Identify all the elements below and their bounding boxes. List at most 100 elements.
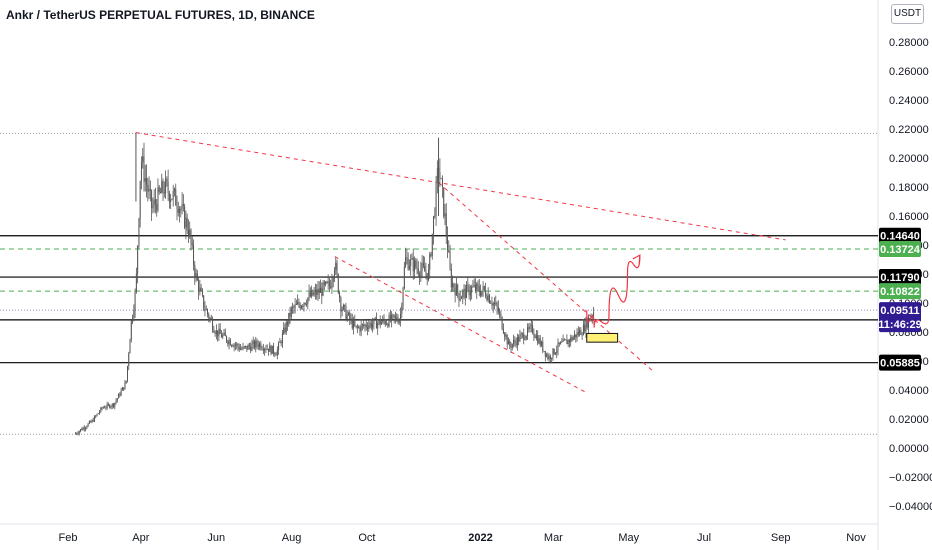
candle-body xyxy=(175,188,177,206)
time-axis[interactable]: Feb Apr Jun Aug Oct 2022 Mar May Jul Sep Nov xyxy=(59,532,867,544)
candle-body xyxy=(527,327,529,337)
candle-body xyxy=(509,341,511,347)
candle-body xyxy=(253,341,255,348)
candle-body xyxy=(506,335,508,345)
candle-body xyxy=(107,404,109,405)
trendline-0[interactable] xyxy=(135,132,786,241)
candle-body xyxy=(113,403,115,407)
candle-body xyxy=(194,264,196,277)
candle-body xyxy=(240,348,242,350)
candle-body xyxy=(328,281,330,287)
plot-area[interactable] xyxy=(0,0,879,550)
candle-body xyxy=(379,319,381,325)
candle-body xyxy=(129,339,131,354)
candle-body xyxy=(483,286,485,290)
candle-body xyxy=(323,282,325,285)
projection-arrow[interactable] xyxy=(586,255,641,328)
price-tick-label: 0.00000 xyxy=(889,443,929,455)
candle-body xyxy=(259,343,261,347)
candle-body xyxy=(392,314,394,316)
candle-body xyxy=(206,309,208,315)
candle-body xyxy=(146,178,148,185)
candle-body xyxy=(481,290,483,296)
candle-body xyxy=(181,204,183,210)
candle-body xyxy=(587,318,589,328)
candle-body xyxy=(439,172,441,179)
candle-body xyxy=(266,348,268,350)
candle-body xyxy=(359,327,361,332)
candle-body xyxy=(200,287,202,291)
candle-body xyxy=(120,390,122,396)
candle-body xyxy=(563,339,565,341)
price-tick-label: 0.18000 xyxy=(889,182,929,194)
candle-body xyxy=(264,348,266,351)
candle-body xyxy=(574,334,576,338)
candle-body xyxy=(368,325,370,330)
level-badge-3-text: 0.05885 xyxy=(880,358,920,370)
time-tick-label: Jul xyxy=(697,532,711,544)
candle-body xyxy=(474,285,476,291)
candle-body xyxy=(204,308,206,311)
candle-body xyxy=(119,394,121,396)
candle-body xyxy=(459,298,461,301)
candle-body xyxy=(97,413,99,415)
candle-body xyxy=(190,229,192,243)
candle-body xyxy=(525,336,527,339)
currency-button[interactable]: USDT xyxy=(891,4,924,24)
candle-body xyxy=(156,203,158,211)
candle-body xyxy=(422,263,424,267)
candle-body xyxy=(585,319,587,332)
candle-body xyxy=(571,337,573,341)
candle-body xyxy=(308,292,310,298)
candle-body xyxy=(350,318,352,320)
candle-body xyxy=(143,156,145,182)
candle-body xyxy=(521,333,523,335)
symbol-title: Ankr / TetherUS PERPETUAL FUTURES, 1D, B… xyxy=(6,8,315,22)
candle-body xyxy=(478,286,480,292)
candle-body xyxy=(326,281,328,283)
candle-body xyxy=(231,345,233,347)
candle-body xyxy=(356,326,358,328)
candle-body xyxy=(516,336,518,346)
candle-body xyxy=(335,262,337,271)
candle-body xyxy=(463,288,465,292)
price-axis[interactable]: 0.28000 0.26000 0.24000 0.22000 0.20000 0.180… xyxy=(878,37,932,513)
candle-body xyxy=(74,433,76,435)
candle-body xyxy=(400,313,402,320)
candle-body xyxy=(466,284,468,298)
candle-body xyxy=(382,318,384,323)
candle-body xyxy=(270,345,272,354)
highlight-box[interactable] xyxy=(586,332,619,343)
candle-body xyxy=(373,318,375,325)
current-price-badge-bg xyxy=(879,302,921,333)
candle-body xyxy=(449,251,451,269)
candle-body xyxy=(485,289,487,297)
candle-body xyxy=(355,325,357,327)
projection-arrowhead xyxy=(632,254,641,264)
candle-body xyxy=(582,324,584,335)
candle-body xyxy=(327,281,329,283)
candle-body xyxy=(589,318,591,320)
candle-body xyxy=(149,188,151,191)
candle-body xyxy=(158,187,160,192)
price-tick-label: 0.22000 xyxy=(889,124,929,136)
candle-body xyxy=(444,213,446,217)
candle-body xyxy=(289,312,291,317)
candle-body xyxy=(182,204,184,207)
candle-body xyxy=(488,295,490,303)
candle-body xyxy=(161,180,163,194)
candle-body xyxy=(193,245,195,265)
candle-body xyxy=(534,335,536,339)
candle-body xyxy=(566,339,568,345)
candle-body xyxy=(551,357,553,360)
candle-body xyxy=(374,317,376,319)
candle-body xyxy=(556,350,558,353)
candle-body xyxy=(217,330,219,337)
candle-body xyxy=(96,414,98,416)
candles xyxy=(74,132,595,436)
candle-body xyxy=(104,407,106,409)
candle-body xyxy=(153,199,155,206)
candle-body xyxy=(458,293,460,301)
candle-body xyxy=(114,402,116,407)
